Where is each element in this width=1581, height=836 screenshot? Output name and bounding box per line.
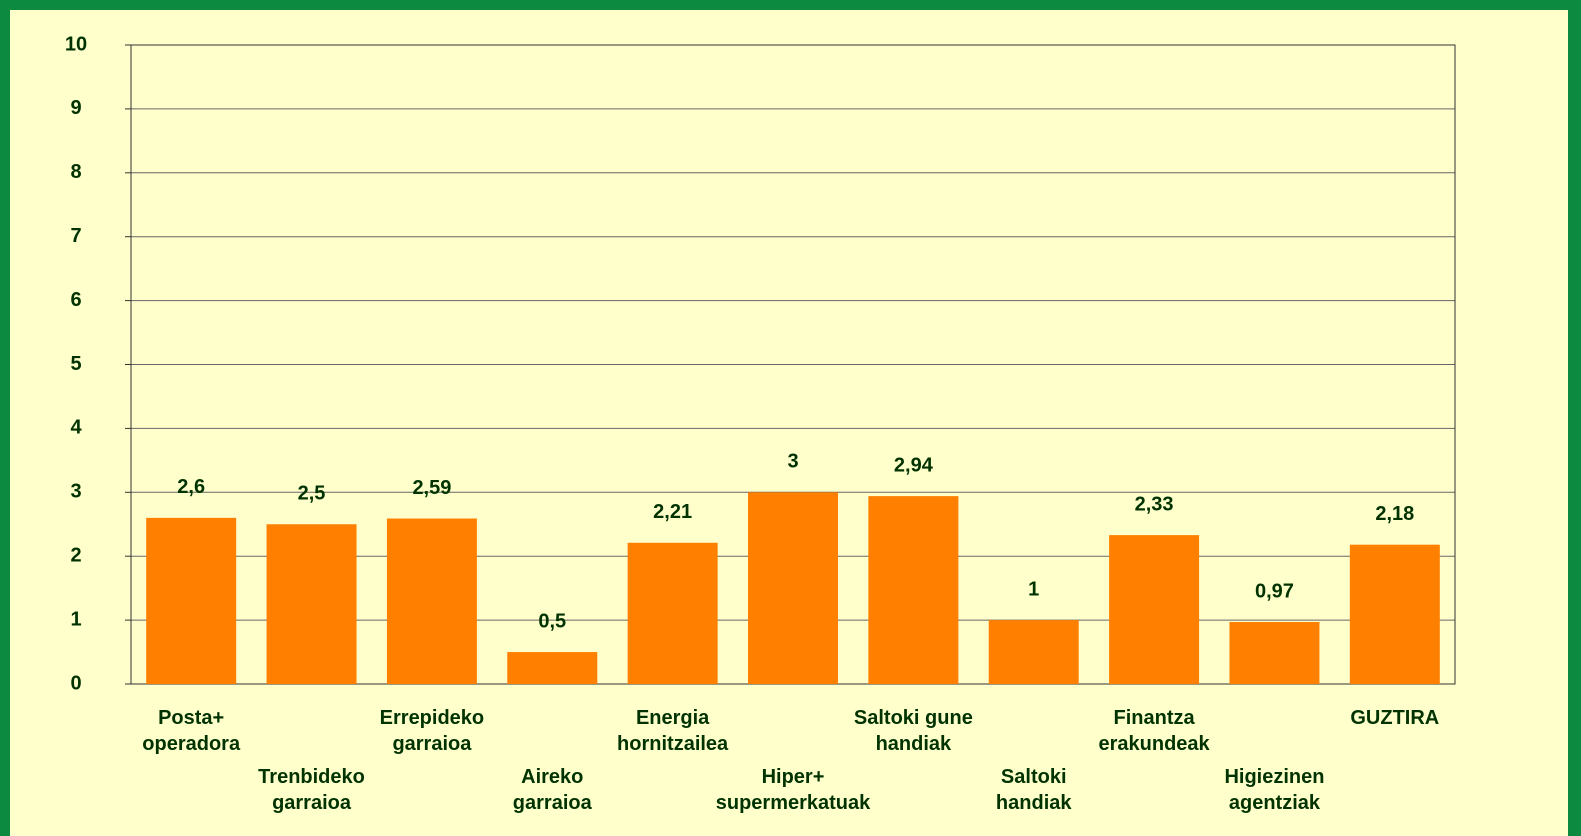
bar (627, 542, 718, 684)
bar (146, 517, 237, 684)
x-tick-label: Aireko garraioa (512, 766, 592, 814)
bar (386, 518, 477, 684)
y-tick-label: 1 (70, 608, 81, 630)
bar (748, 492, 838, 684)
data-label: 2,5 (298, 483, 326, 505)
x-tick-label: Hiper+ supermerkatuak (715, 766, 871, 814)
x-tick-label: GUZTIRA (1350, 707, 1440, 729)
data-label: 2,6 (177, 476, 205, 498)
bar (1109, 535, 1200, 684)
y-tick-label: 10 (65, 33, 87, 55)
data-label: 0,97 (1255, 580, 1294, 602)
bar (988, 620, 1079, 684)
y-tick-label: 2 (70, 544, 81, 566)
bar (1229, 622, 1320, 684)
x-tick-label: Errepideko garraioa (379, 707, 485, 755)
x-tick-label: Finantza erakundeak (1098, 707, 1210, 755)
y-tick-label: 5 (70, 353, 81, 375)
data-label: 2,59 (412, 477, 451, 499)
data-label: 0,5 (538, 610, 566, 632)
x-tick-label: Energia hornitzailea (617, 707, 729, 755)
bar (266, 524, 357, 684)
x-tick-label: Posta+ operadora (142, 707, 241, 755)
chart-area: 0 1 2 3 4 5 6 7 8 9 10 2,6 2,5 2,59 0,5 2,21 3 2,94 1 2,33 0… (10, 10, 1568, 836)
y-tick-label: 4 (70, 417, 82, 439)
x-tick-label: Saltoki gune handiak (853, 707, 973, 755)
data-label: 1 (1028, 578, 1039, 600)
y-tick-label: 3 (70, 481, 81, 503)
y-tick-label: 6 (70, 289, 81, 311)
bar (868, 496, 959, 684)
y-tick-label: 8 (70, 161, 81, 183)
y-tick-label: 9 (70, 97, 81, 119)
data-label: 2,18 (1375, 503, 1414, 525)
bar (507, 652, 598, 684)
data-label: 2,33 (1135, 493, 1174, 515)
data-label: 3 (787, 451, 798, 473)
data-label: 2,21 (653, 501, 692, 523)
data-label: 2,94 (894, 454, 934, 476)
bar (1349, 544, 1440, 684)
chart: 0 1 2 3 4 5 6 7 8 9 10 2,6 2,5 2,59 0,5 2,21 3 2,94 1 2,33 0… (65, 33, 1456, 694)
x-tick-label: Higiezinen agentziak (1224, 766, 1325, 814)
x-tick-label: Trenbideko garraioa (258, 766, 365, 814)
y-tick-label: 7 (70, 225, 81, 247)
y-tick-label: 0 (70, 672, 81, 694)
x-tick-label: Saltoki handiak (995, 766, 1072, 814)
